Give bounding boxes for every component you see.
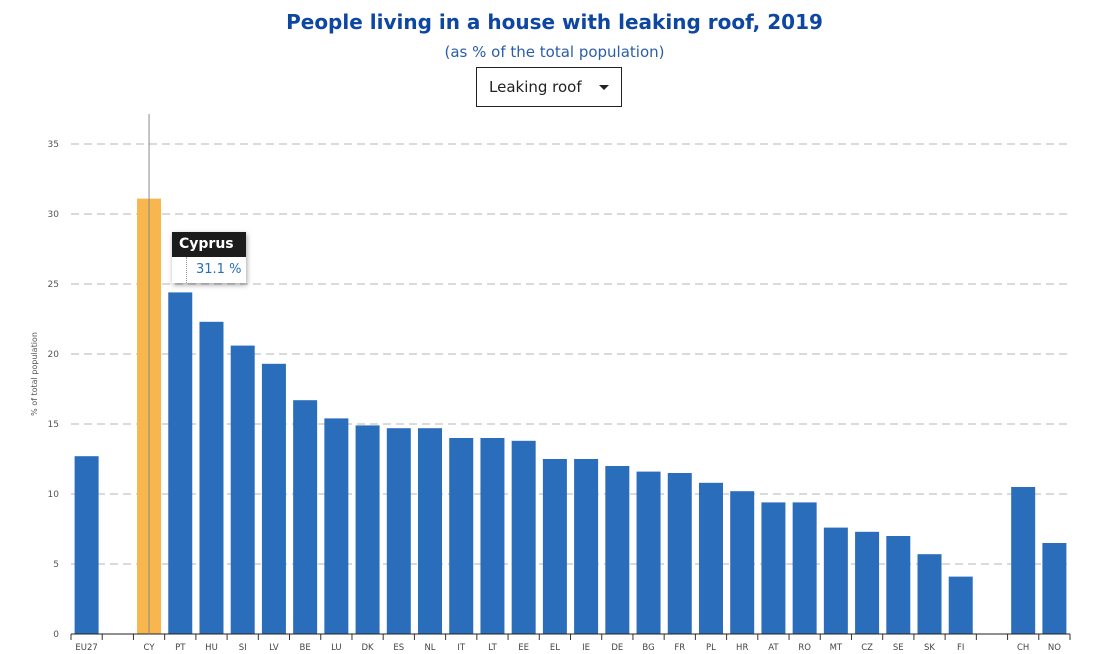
bar-dk (355, 425, 380, 634)
x-tick-label: EL (550, 643, 560, 653)
y-tick-label: 35 (48, 140, 59, 150)
chart-title: People living in a house with leaking ro… (286, 10, 823, 34)
bar-sk (917, 554, 942, 634)
x-tick-label: SI (239, 643, 247, 653)
bars (74, 198, 1067, 634)
bar-pl (698, 482, 723, 634)
bar-at (761, 502, 786, 634)
bar-be (293, 400, 318, 634)
y-tick-label: 20 (48, 350, 60, 360)
x-tick-label: MT (830, 643, 843, 653)
bar-no (1042, 543, 1067, 634)
bar-ie (574, 459, 599, 634)
x-tick-label: AT (768, 643, 779, 653)
x-tick-label: DE (611, 643, 623, 653)
x-tick-label: PT (175, 643, 186, 653)
bar-lv (261, 363, 286, 634)
tick-labels: 0 5 10 15 20 25 30 35 EU27 CY PT HU SI LV BE LU DK ES NL IT… (48, 140, 1062, 653)
y-tick-label: 0 (53, 630, 59, 640)
x-tick-label: BE (300, 643, 311, 653)
bar-hr (730, 491, 755, 634)
indicator-dropdown-value: Leaking roof (489, 78, 582, 96)
x-tick-label: NL (424, 643, 435, 653)
bar-pt (168, 292, 193, 634)
indicator-dropdown[interactable]: Leaking roof (476, 67, 622, 107)
bar-ch (1011, 487, 1036, 634)
bar-mt (823, 527, 848, 634)
bar-fi (948, 576, 973, 634)
y-tick-label: 15 (48, 420, 59, 430)
bar-fr (667, 473, 692, 634)
x-tick-label: NO (1048, 643, 1061, 653)
x-tick-label: ES (393, 643, 404, 653)
y-tick-label: 25 (48, 280, 59, 290)
x-tick-label: RO (798, 643, 811, 653)
x-tick-label: CZ (861, 643, 873, 653)
bar-de (605, 466, 630, 634)
y-axis-label: % of total population (30, 332, 39, 416)
chart-subtitle: (as % of the total population) (444, 43, 665, 61)
y-tick-label: 10 (48, 490, 60, 500)
bar-bg (636, 471, 661, 634)
caret-down-icon (599, 85, 609, 90)
x-tick-label: LT (488, 643, 498, 653)
tooltip-value: 31.1 % (196, 262, 242, 277)
bar-lu (324, 418, 349, 634)
tooltip-country: Cyprus (172, 232, 246, 257)
x-tick-label: CY (144, 643, 156, 653)
x-tick-label: HR (736, 643, 748, 653)
gridlines (71, 143, 1070, 565)
y-tick-label: 30 (48, 210, 60, 220)
x-tick-label: LV (269, 643, 279, 653)
x-tick-label: IT (457, 643, 466, 653)
bar-hu (199, 321, 224, 634)
bar-se (886, 536, 911, 634)
x-tick-label: BG (642, 643, 654, 653)
bar-ro (792, 502, 817, 634)
bar-si (230, 345, 255, 634)
bar-lt (480, 438, 505, 634)
bar-nl (418, 428, 443, 634)
bar-cz (855, 531, 880, 634)
x-tick-label: LU (331, 643, 342, 653)
x-tick-label: HU (205, 643, 218, 653)
x-tick-label: FI (957, 643, 964, 653)
bar-el (542, 459, 567, 634)
x-tick-label: EE (518, 643, 529, 653)
bar-ee (511, 440, 536, 634)
y-tick-label: 5 (53, 560, 59, 570)
x-tick-label: FR (674, 643, 685, 653)
bar-eu27 (74, 456, 99, 634)
x-tick-label: IE (582, 643, 590, 653)
bar-es (386, 428, 411, 634)
tooltip: Cyprus 31.1 % (172, 232, 246, 283)
bar-it (449, 438, 474, 634)
x-tick-label: PL (706, 643, 716, 653)
x-tick-label: DK (362, 643, 375, 653)
x-tick-label: SK (924, 643, 935, 653)
axes (70, 114, 1071, 640)
tooltip-body: 31.1 % (186, 257, 246, 283)
x-tick-label: SE (893, 643, 904, 653)
x-tick-label: EU27 (75, 643, 97, 653)
x-tick-label: CH (1017, 643, 1029, 653)
